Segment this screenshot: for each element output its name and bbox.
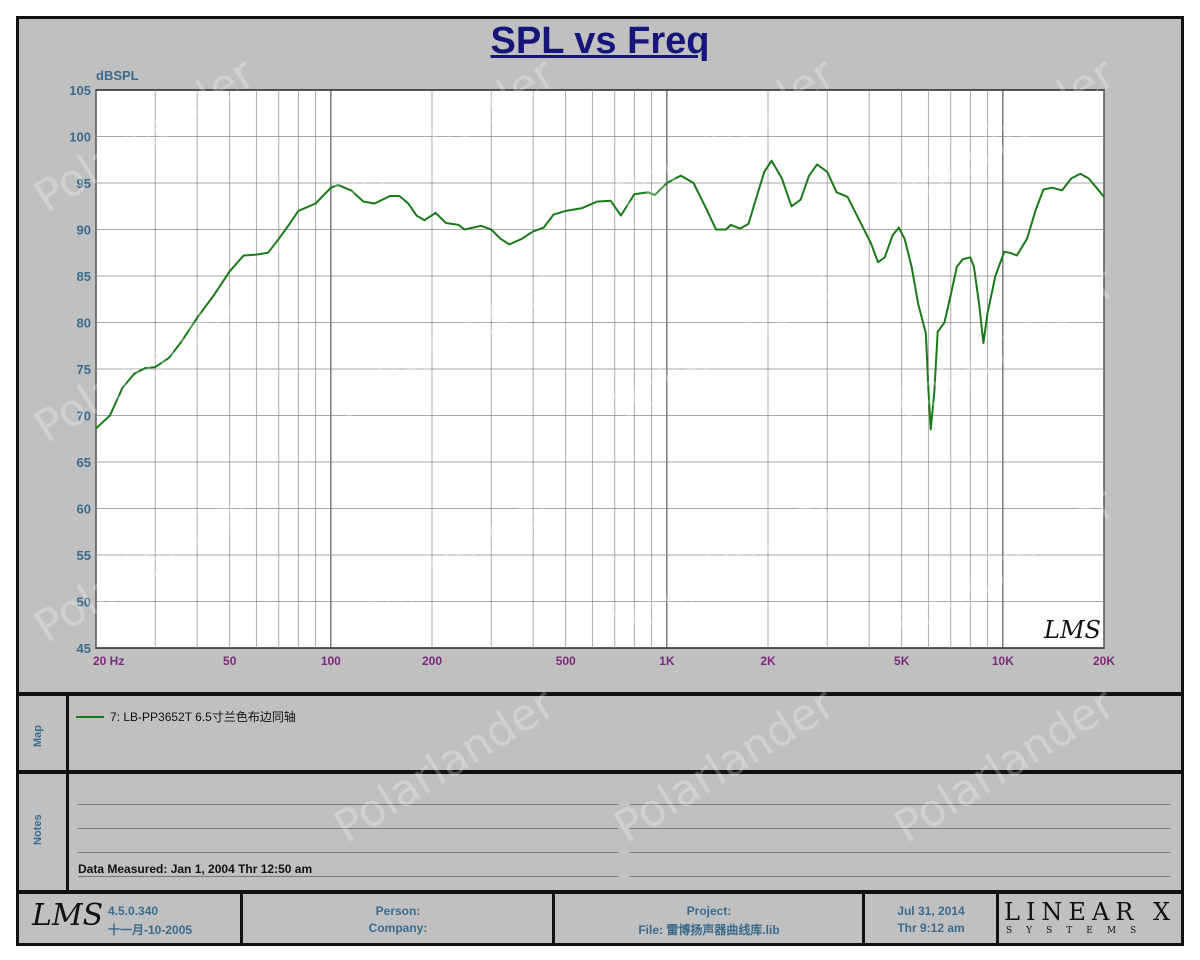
note-line [630,852,1170,853]
footer-divider [240,894,243,944]
map-section-label: Map [32,725,44,747]
company-label: Company: [368,921,428,935]
data-measured-text: Data Measured: Jan 1, 2004 Thr 12:50 am [78,862,313,876]
y-tick-label: 85 [77,269,91,284]
y-axis-label: dBSPL [96,68,139,83]
divider-notes [16,770,1184,774]
time-text: Thr 9:12 am [897,921,965,935]
y-tick-label: 70 [77,409,91,424]
note-line [630,804,1170,805]
x-tick-label: 50 [223,654,237,668]
notes-section-label: Notes [32,814,44,846]
note-line [630,828,1170,829]
person-label: Person: [375,904,421,918]
y-tick-label: 90 [77,223,91,238]
divider-footer [16,890,1184,894]
y-tick-label: 100 [69,130,91,145]
y-tick-label: 80 [77,316,91,331]
divider-map [16,692,1184,696]
y-tick-label: 75 [77,362,91,377]
footer-divider [862,894,865,944]
date-text: Jul 31, 2014 [897,904,965,918]
map-legend-entry: 7: LB-PP3652T 6.5寸兰色布边同轴 [76,708,296,725]
footer-divider [996,894,999,944]
note-line [78,876,618,877]
y-tick-label: 50 [77,595,91,610]
footer-divider [552,894,555,944]
note-line [78,828,618,829]
y-tick-label: 65 [77,455,91,470]
linearx-logo: LINEAR X [1004,898,1177,926]
lms-logo: LMS [32,898,104,933]
x-tick-label: 20K [1093,654,1115,668]
note-line [78,804,618,805]
x-tick-label: 20 Hz [93,654,124,668]
series-line [96,159,1104,431]
legend-line-swatch [76,715,104,718]
x-tick-label: 100 [321,654,341,668]
note-line [630,876,1170,877]
x-tick-label: 1K [659,654,675,668]
y-tick-label: 60 [77,502,91,517]
chart-title: SPL vs Freq [490,20,710,62]
linearx-systems-text: SYSTEMS [1006,926,1151,936]
x-tick-label: 10K [992,654,1014,668]
lms-plot-mark: LMS [1043,616,1101,644]
project-label: Project: [686,904,732,918]
note-line [78,852,618,853]
section-label-divider [66,696,69,892]
version-text: 4.5.0.340 [108,904,159,918]
y-tick-label: 95 [77,176,91,191]
x-tick-label: 500 [556,654,576,668]
y-tick-label: 105 [69,83,91,98]
x-tick-label: 200 [422,654,442,668]
x-tick-label: 5K [894,654,910,668]
y-tick-label: 55 [77,548,91,563]
y-tick-label: 45 [77,641,91,656]
file-label: File: 雷博扬声器曲线库.lib [638,923,780,937]
x-tick-label: 2K [760,654,776,668]
legend-text: 7: LB-PP3652T 6.5寸兰色布边同轴 [110,710,296,724]
build-date-text: 十一月-10-2005 [108,923,193,937]
